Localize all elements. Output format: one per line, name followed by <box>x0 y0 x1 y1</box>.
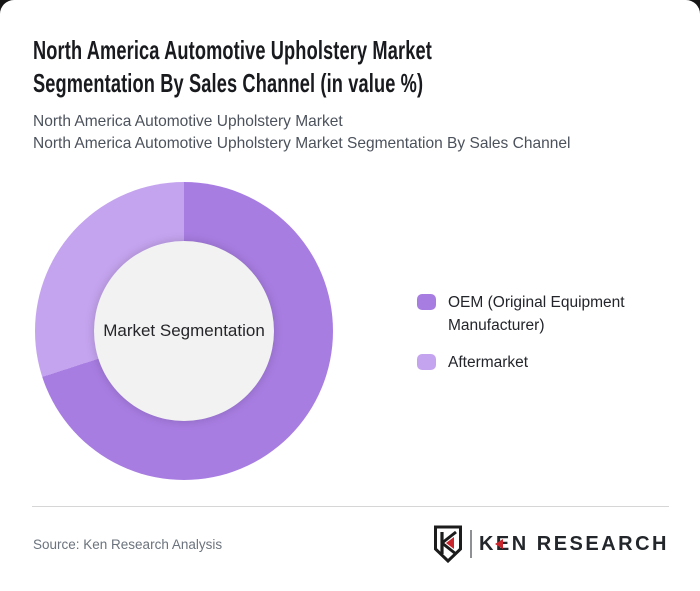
legend-item-oem[interactable]: OEM (Original Equipment Manufacturer) <box>417 291 648 337</box>
donut-center-label: Market Segmentation <box>103 321 265 340</box>
donut-chart: Market Segmentation <box>35 182 333 480</box>
source-note: Source: Ken Research Analysis <box>33 537 223 552</box>
subtitle-line-2: North America Automotive Upholstery Mark… <box>33 135 571 152</box>
shield-icon <box>433 525 462 563</box>
chart-subtitles: North America Automotive Upholstery Mark… <box>33 111 570 155</box>
donut-hole: Market Segmentation <box>94 241 274 421</box>
logo-divider-bar <box>469 530 472 558</box>
subtitle-line-1: North America Automotive Upholstery Mark… <box>33 113 343 130</box>
logo-wordmark: KEN RESEARCH <box>478 532 669 555</box>
footer-divider <box>32 506 669 507</box>
ken-research-logo: KEN RESEARCH <box>433 525 669 563</box>
logo-wordmark-wrap: KEN RESEARCH <box>479 533 669 556</box>
legend-swatch-aftermarket <box>417 354 436 370</box>
page-title: North America Automotive Upholstery Mark… <box>33 35 432 98</box>
legend-label-aftermarket: Aftermarket <box>448 354 529 371</box>
logo-red-triangle-icon <box>494 538 503 549</box>
legend-item-aftermarket[interactable]: Aftermarket <box>417 351 648 374</box>
legend-swatch-oem <box>417 294 436 310</box>
chart-legend: OEM (Original Equipment Manufacturer) Af… <box>417 291 648 374</box>
legend-label-oem: OEM (Original Equipment Manufacturer) <box>448 294 625 334</box>
